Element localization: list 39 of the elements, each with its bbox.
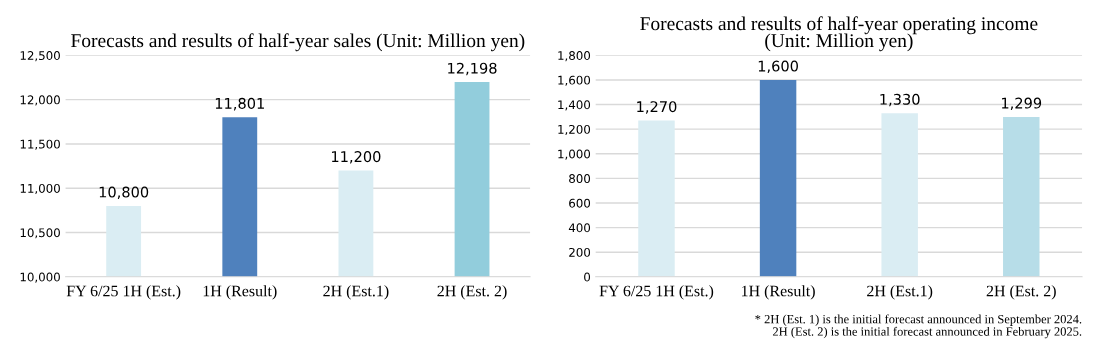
text: * 2H (Est. 1) is the initial forecast announced in September 2024. 2H (Est. 2) is the initial forecast announced in February 2025. [755,314,1082,339]
x-tick-label: 1H (Result) [742,285,815,300]
data-label: 11,801 [215,97,264,111]
x-tick-label: FY 6/25 1H (Est.) [599,285,714,300]
data-label: 1,299 [1002,97,1042,111]
data-label: 1,330 [880,93,920,107]
y-tick-label: 1,400 [558,100,591,111]
y-tick-label: 400 [568,223,591,233]
chart-title: Forecasts and results of half-year operating income (Unit: Million yen) [640,16,1038,52]
y-tick-label: 11,000 [20,183,60,195]
y-tick-label: 200 [569,247,591,257]
data-label: 1,600 [758,60,798,74]
y-tick-label: 1,000 [558,149,591,160]
y-tick-label: 1,800 [558,51,591,62]
data-label: 11,200 [332,151,381,164]
x-tick-label: 2H (Est.1) [867,285,933,300]
data-label: 12,198 [448,62,497,76]
x-tick-label: 1H (Result) [203,285,277,300]
bar [759,79,797,277]
x-tick-label: FY 6/25 1H (Est.) [66,285,181,300]
y-tick-label: 10,000 [20,272,60,283]
bar [638,120,675,277]
y-tick-label: 11,500 [20,139,60,150]
data-label: 1,270 [637,101,677,114]
y-tick-label: 10,500 [20,228,60,239]
y-tick-label: 800 [569,174,591,184]
bar [1003,116,1040,277]
bar [881,113,918,277]
y-tick-label: 12,000 [20,95,60,106]
x-tick-label: 2H (Est. 2) [437,285,507,300]
x-tick-label: 2H (Est. 2) [986,285,1056,300]
y-tick-label: 1,200 [558,124,591,136]
y-tick-label: 600 [569,198,591,208]
x-tick-label: 2H (Est.1) [323,285,389,300]
chart-title: Forecasts and results of half-year sales (Unit: Million yen) [71,33,525,52]
y-tick-label: 0 [584,272,591,282]
data-label: 10,800 [99,186,149,200]
y-tick-label: 12,500 [20,51,60,62]
y-tick-label: 1,600 [558,75,591,86]
